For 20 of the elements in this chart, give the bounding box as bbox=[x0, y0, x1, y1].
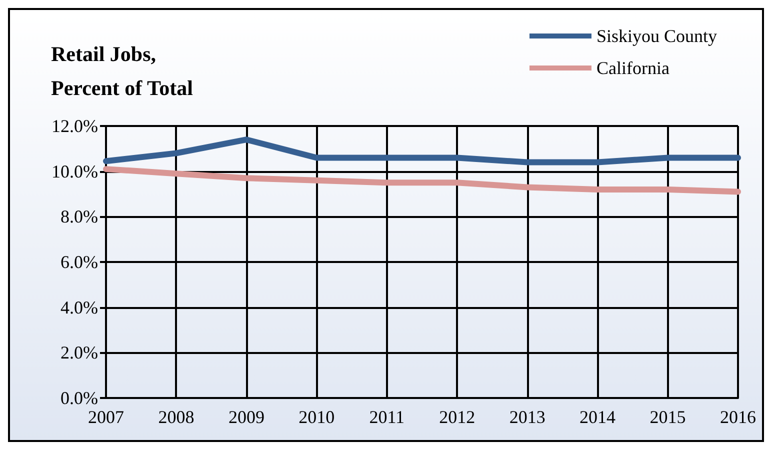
x-tick-label: 2007 bbox=[88, 407, 124, 427]
x-tick-label: 2014 bbox=[580, 407, 616, 427]
x-tick-label: 2012 bbox=[439, 407, 476, 427]
y-tick-label: 0.0% bbox=[60, 388, 98, 408]
x-tick-label: 2010 bbox=[298, 407, 335, 427]
x-tick-label: 2016 bbox=[720, 407, 756, 427]
x-tick-label: 2013 bbox=[509, 407, 546, 427]
y-tick-label: 6.0% bbox=[60, 252, 98, 272]
y-tick-label: 12.0% bbox=[52, 116, 98, 136]
y-tick-label: 4.0% bbox=[60, 297, 98, 318]
legend-label: California bbox=[596, 58, 670, 78]
chart-title: Retail Jobs, Percent of Total bbox=[51, 42, 194, 100]
y-tick-label: 10.0% bbox=[52, 161, 98, 182]
x-tick-label: 2009 bbox=[228, 407, 264, 427]
x-tick-label: 2011 bbox=[369, 407, 405, 427]
x-tick-label: 2015 bbox=[650, 407, 686, 427]
y-tick-label: 2.0% bbox=[60, 342, 98, 363]
x-tick-label: 2008 bbox=[158, 407, 194, 427]
y-tick-label: 8.0% bbox=[60, 206, 98, 227]
legend-label: Siskiyou County bbox=[596, 26, 718, 46]
